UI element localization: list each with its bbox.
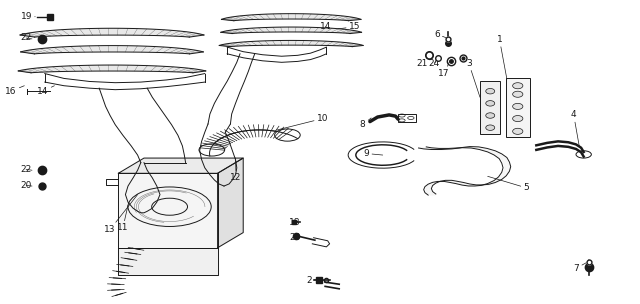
Text: 16: 16 bbox=[5, 86, 24, 96]
Polygon shape bbox=[20, 46, 204, 54]
Polygon shape bbox=[118, 158, 243, 173]
Text: 24: 24 bbox=[429, 58, 440, 68]
Bar bbox=[480, 81, 500, 134]
Text: 18: 18 bbox=[289, 218, 301, 227]
Text: 7: 7 bbox=[573, 262, 588, 273]
Text: 23: 23 bbox=[289, 233, 301, 242]
Text: 19: 19 bbox=[20, 12, 35, 21]
Bar bbox=[398, 114, 416, 122]
Text: 2: 2 bbox=[306, 276, 319, 285]
Polygon shape bbox=[218, 158, 243, 248]
Ellipse shape bbox=[513, 128, 523, 134]
Text: 11: 11 bbox=[117, 205, 129, 233]
Ellipse shape bbox=[513, 83, 523, 89]
Text: 12: 12 bbox=[230, 158, 242, 182]
Text: 3: 3 bbox=[466, 59, 480, 97]
Ellipse shape bbox=[486, 113, 495, 118]
Polygon shape bbox=[20, 28, 204, 37]
Text: 20: 20 bbox=[20, 181, 32, 190]
Ellipse shape bbox=[513, 91, 523, 97]
Ellipse shape bbox=[513, 116, 523, 122]
Text: 5: 5 bbox=[488, 176, 529, 192]
Polygon shape bbox=[19, 65, 205, 73]
Text: 15: 15 bbox=[338, 22, 360, 31]
Ellipse shape bbox=[486, 88, 495, 94]
Text: 8: 8 bbox=[360, 118, 371, 129]
Text: 1: 1 bbox=[497, 35, 507, 79]
Text: 14: 14 bbox=[37, 86, 54, 96]
Bar bbox=[506, 78, 530, 137]
Ellipse shape bbox=[513, 103, 523, 109]
Text: 14: 14 bbox=[320, 22, 332, 31]
Text: 10: 10 bbox=[276, 114, 328, 130]
Text: 4: 4 bbox=[571, 110, 579, 146]
Polygon shape bbox=[221, 14, 361, 21]
Text: 6: 6 bbox=[434, 29, 447, 39]
Polygon shape bbox=[221, 27, 362, 33]
Polygon shape bbox=[220, 40, 363, 47]
Text: 17: 17 bbox=[438, 61, 450, 78]
Text: 22: 22 bbox=[20, 33, 32, 43]
Text: 9: 9 bbox=[364, 149, 383, 158]
Ellipse shape bbox=[486, 101, 495, 106]
Text: 13: 13 bbox=[104, 195, 138, 234]
Polygon shape bbox=[118, 248, 218, 275]
Polygon shape bbox=[118, 173, 218, 248]
Text: 21: 21 bbox=[416, 55, 428, 68]
Ellipse shape bbox=[486, 125, 495, 130]
Text: 22: 22 bbox=[20, 165, 32, 174]
